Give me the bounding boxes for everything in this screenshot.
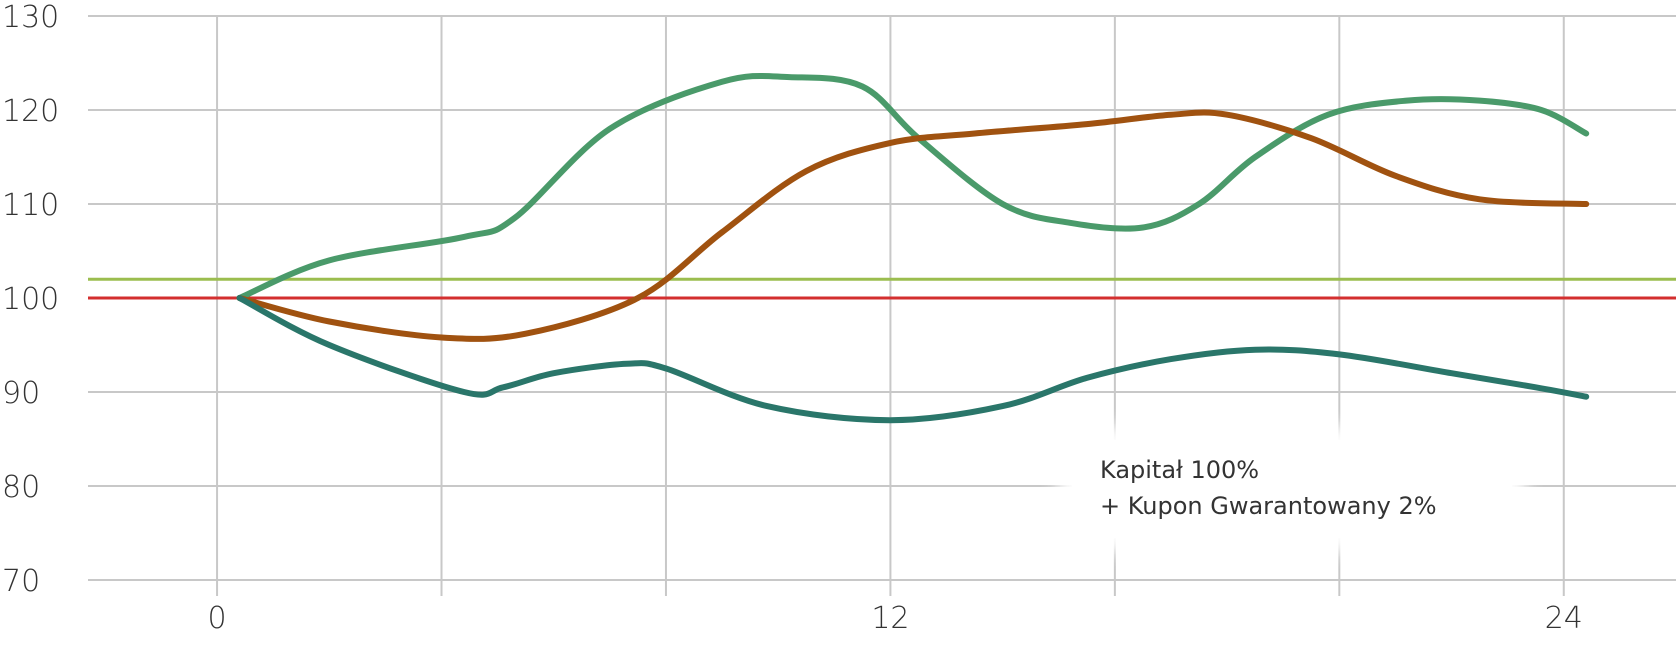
x-tick-label-0: 0 [208,601,227,636]
y-axis-ticks: 130 120 110 100 90 80 70 [2,0,59,599]
annotation-box [1072,440,1512,538]
annotation-line-1: Kapitał 100% [1100,456,1260,484]
x-axis-ticks: 0 12 24 [208,601,1583,636]
y-tick-label-130: 130 [2,0,59,35]
series-line-3 [236,295,1590,424]
x-tick-label-12: 12 [871,601,909,636]
series-lines [236,72,1590,424]
annotation-line-2: + Kupon Gwarantowany 2% [1100,492,1437,520]
y-tick-label-120: 120 [2,94,59,129]
x-tick-label-24: 24 [1545,601,1583,636]
reference-lines [88,277,1676,300]
series-line-2 [236,109,1590,342]
series-line-1 [236,72,1590,301]
y-tick-label-100: 100 [2,282,59,317]
y-tick-label-90: 90 [2,376,40,411]
y-tick-label-70: 70 [2,564,40,599]
annotation: Kapitał 100% + Kupon Gwarantowany 2% [1100,452,1437,524]
y-tick-label-110: 110 [2,188,59,223]
y-tick-label-80: 80 [2,470,40,505]
